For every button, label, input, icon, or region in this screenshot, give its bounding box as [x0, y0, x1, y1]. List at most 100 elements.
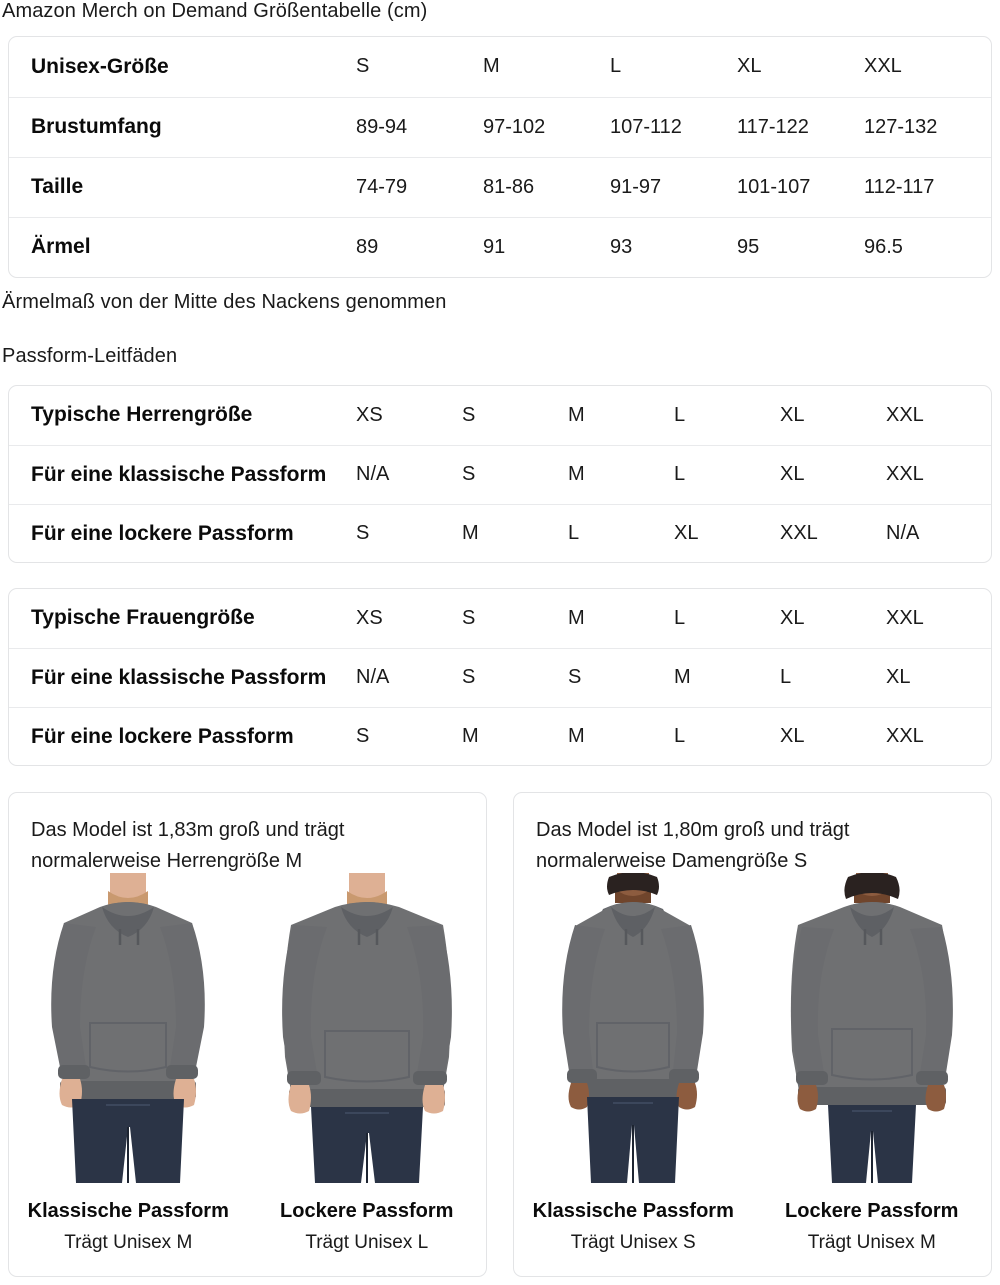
womens-relaxed-fit-label: Für eine lockere Passform — [9, 706, 356, 765]
womens-classic-fit-label: Für eine klassische Passform — [9, 647, 356, 707]
waist-xxl: 112-117 — [864, 156, 991, 217]
womens-header-m: M — [568, 606, 585, 629]
mens-header-l: L — [674, 403, 686, 426]
womens-figure-classic — [514, 873, 753, 1188]
mens-relaxed-0: S — [356, 503, 462, 562]
womens-header-xs: XS — [356, 606, 383, 629]
mens-caption-relaxed: Lockere Passform Trägt Unisex L — [248, 1200, 487, 1254]
womens-classic-1: S — [462, 647, 568, 707]
womens-header-xxl: XXL — [886, 606, 924, 629]
womens-captions: Klassische Passform Trägt Unisex S Locke… — [514, 1200, 991, 1254]
row-label-waist: Taille — [9, 156, 356, 217]
mens-classic-fit-wears: Trägt Unisex M — [64, 1232, 193, 1253]
mens-header-xs: XS — [356, 403, 383, 426]
womens-classic-4: L — [780, 647, 886, 707]
size-table-header-label: Unisex-Größe — [31, 54, 169, 78]
mens-relaxed-fit-title: Lockere Passform — [280, 1200, 454, 1222]
waist-m: 81-86 — [483, 156, 610, 217]
sleeve-s: 89 — [356, 216, 483, 277]
chest-m: 97-102 — [483, 96, 610, 157]
mens-fit-header-label: Typische Herrengröße — [31, 403, 253, 427]
sleeve-m: 91 — [483, 216, 610, 277]
size-table-header-xxl: XXL — [864, 55, 902, 78]
chest-s: 89-94 — [356, 96, 483, 157]
fit-guides-heading: Passform-Leitfäden — [2, 345, 178, 367]
mens-classic-5: XXL — [886, 444, 991, 504]
womens-relaxed-3: L — [674, 706, 780, 765]
mens-relaxed-fit-wears: Trägt Unisex L — [305, 1232, 429, 1253]
waist-s: 74-79 — [356, 156, 483, 217]
table-row: Für eine klassische Passform N/A S M L X… — [9, 444, 991, 504]
table-row: Brustumfang 89-94 97-102 107-112 117-122… — [9, 96, 991, 157]
mens-relaxed-3: XL — [674, 503, 780, 562]
womens-relaxed-fit-wears: Trägt Unisex M — [807, 1232, 936, 1253]
table-row-header: Unisex-Größe S M L XL XXL — [9, 37, 991, 97]
table-row: Taille 74-79 81-86 91-97 101-107 112-117 — [9, 156, 991, 217]
sleeve-xxl: 96.5 — [864, 216, 991, 277]
size-table-header-l: L — [610, 55, 622, 78]
female-model-relaxed-fit-illustration — [790, 873, 953, 1183]
womens-fit-table: Typische Frauengröße XS S M L XL XXL Für… — [8, 588, 992, 766]
mens-figures — [9, 873, 486, 1188]
chest-xxl: 127-132 — [864, 96, 991, 157]
mens-relaxed-2: L — [568, 503, 674, 562]
womens-figures — [514, 873, 991, 1188]
table-row: Ärmel 89 91 93 95 96.5 — [9, 216, 991, 277]
womens-classic-fit-title: Klassische Passform — [532, 1200, 734, 1222]
sleeve-l: 93 — [610, 216, 737, 277]
mens-captions: Klassische Passform Trägt Unisex M Locke… — [9, 1200, 486, 1254]
size-table-header-xl: XL — [737, 55, 762, 78]
womens-header-s: S — [462, 606, 476, 629]
mens-classic-3: L — [674, 444, 780, 504]
chest-xl: 117-122 — [737, 96, 864, 157]
mens-header-m: M — [568, 403, 585, 426]
womens-classic-2: S — [568, 647, 674, 707]
mens-classic-fit-title: Klassische Passform — [27, 1200, 229, 1222]
unisex-size-table-grid: Unisex-Größe S M L XL XXL Brustumfang 89… — [9, 37, 991, 277]
size-table-header-s: S — [356, 55, 370, 78]
mens-relaxed-fit-label: Für eine lockere Passform — [9, 503, 356, 562]
womens-relaxed-fit-title: Lockere Passform — [785, 1200, 959, 1222]
female-model-classic-fit-illustration — [562, 873, 705, 1183]
mens-figure-classic — [9, 873, 248, 1188]
mens-model-card: Das Model ist 1,83m groß und trägt norma… — [8, 792, 487, 1277]
mens-caption-classic: Klassische Passform Trägt Unisex M — [9, 1200, 248, 1254]
male-model-classic-fit-illustration — [51, 873, 206, 1183]
chest-l: 107-112 — [610, 96, 737, 157]
table-row: Für eine klassische Passform N/A S S M L… — [9, 647, 991, 707]
womens-header-l: L — [674, 606, 686, 629]
row-label-sleeve: Ärmel — [9, 216, 356, 277]
mens-relaxed-1: M — [462, 503, 568, 562]
womens-classic-5: XL — [886, 647, 991, 707]
mens-header-s: S — [462, 403, 476, 426]
sleeve-xl: 95 — [737, 216, 864, 277]
waist-l: 91-97 — [610, 156, 737, 217]
size-table-header-m: M — [483, 55, 500, 78]
womens-classic-0: N/A — [356, 647, 462, 707]
mens-model-note: Das Model ist 1,83m groß und trägt norma… — [31, 819, 345, 872]
male-model-relaxed-fit-illustration — [281, 873, 452, 1183]
mens-fit-table-grid: Typische Herrengröße XS S M L XL XXL Für… — [9, 386, 991, 562]
mens-classic-1: S — [462, 444, 568, 504]
mens-classic-2: M — [568, 444, 674, 504]
womens-relaxed-1: M — [462, 706, 568, 765]
table-row: Für eine lockere Passform S M L XL XXL N… — [9, 503, 991, 562]
womens-model-note: Das Model ist 1,80m groß und trägt norma… — [536, 819, 850, 872]
table-row-header: Typische Frauengröße XS S M L XL XXL — [9, 589, 991, 648]
table-row-header: Typische Herrengröße XS S M L XL XXL — [9, 386, 991, 445]
table-row: Für eine lockere Passform S M M L XL XXL — [9, 706, 991, 765]
row-label-chest: Brustumfang — [9, 96, 356, 157]
mens-classic-4: XL — [780, 444, 886, 504]
womens-figure-relaxed — [753, 873, 992, 1188]
womens-fit-table-grid: Typische Frauengröße XS S M L XL XXL Für… — [9, 589, 991, 765]
mens-classic-fit-label: Für eine klassische Passform — [9, 444, 356, 504]
waist-xl: 101-107 — [737, 156, 864, 217]
mens-relaxed-4: XXL — [780, 503, 886, 562]
womens-relaxed-4: XL — [780, 706, 886, 765]
mens-header-xxl: XXL — [886, 403, 924, 426]
mens-header-xl: XL — [780, 403, 805, 426]
womens-caption-relaxed: Lockere Passform Trägt Unisex M — [753, 1200, 992, 1254]
sleeve-measurement-note: Ärmelmaß von der Mitte des Nackens genom… — [2, 291, 447, 313]
womens-relaxed-2: M — [568, 706, 674, 765]
